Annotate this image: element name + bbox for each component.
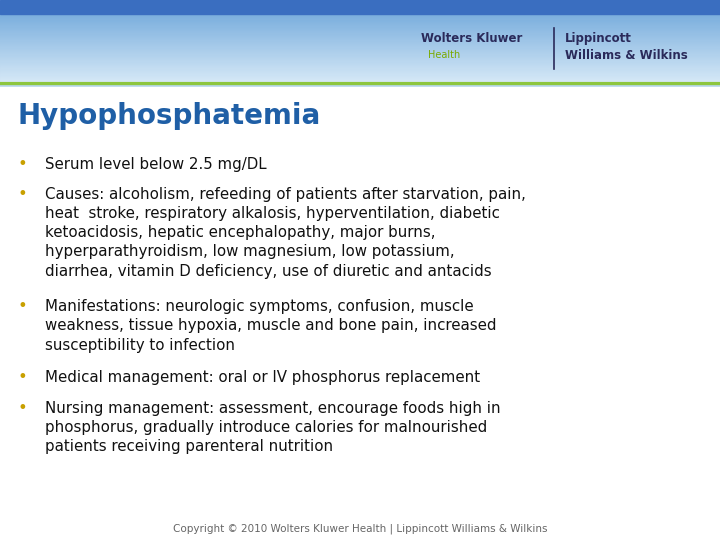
Bar — [0, 51, 720, 52]
Text: Williams & Wilkins: Williams & Wilkins — [565, 49, 688, 62]
Bar — [0, 36, 720, 37]
Bar — [0, 75, 720, 76]
Bar — [0, 30, 720, 31]
Bar — [0, 39, 720, 40]
Bar — [0, 31, 720, 32]
Bar — [0, 65, 720, 66]
Bar — [0, 82, 720, 83]
Text: Health: Health — [428, 50, 461, 60]
Bar — [0, 70, 720, 71]
Text: •: • — [18, 157, 28, 172]
Bar — [0, 23, 720, 24]
Bar — [0, 77, 720, 78]
Bar — [0, 76, 720, 77]
Text: •: • — [18, 299, 28, 314]
Text: Lippincott: Lippincott — [565, 32, 632, 45]
Bar — [0, 80, 720, 82]
Bar — [0, 24, 720, 25]
Bar — [0, 43, 720, 44]
Bar — [0, 22, 720, 23]
Text: Hypophosphatemia: Hypophosphatemia — [18, 102, 321, 130]
Bar — [0, 32, 720, 33]
Bar — [0, 38, 720, 39]
Bar — [0, 72, 720, 73]
Bar — [0, 42, 720, 43]
Text: Serum level below 2.5 mg/DL: Serum level below 2.5 mg/DL — [45, 157, 266, 172]
Bar — [0, 29, 720, 30]
Bar — [0, 37, 720, 38]
Bar — [0, 69, 720, 70]
Bar — [0, 60, 720, 62]
Bar — [0, 58, 720, 59]
Bar — [0, 71, 720, 72]
Bar — [0, 52, 720, 53]
Bar — [0, 48, 720, 49]
Bar — [0, 56, 720, 57]
Bar — [0, 15, 720, 16]
Bar — [0, 64, 720, 65]
Bar — [0, 19, 720, 21]
Bar — [0, 78, 720, 79]
Bar — [0, 50, 720, 51]
Bar — [0, 40, 720, 42]
Bar — [0, 21, 720, 22]
Text: Wolters Kluwer: Wolters Kluwer — [421, 32, 523, 45]
Bar — [0, 62, 720, 63]
Bar — [0, 66, 720, 68]
Bar — [0, 68, 720, 69]
Bar — [0, 73, 720, 75]
Bar — [0, 33, 720, 35]
Bar — [0, 16, 720, 17]
Text: Copyright © 2010 Wolters Kluwer Health | Lippincott Williams & Wilkins: Copyright © 2010 Wolters Kluwer Health |… — [173, 524, 547, 535]
Bar — [0, 44, 720, 45]
Bar — [0, 63, 720, 64]
Text: •: • — [18, 187, 28, 202]
Bar — [0, 57, 720, 58]
Text: Causes: alcoholism, refeeding of patients after starvation, pain,
heat  stroke, : Causes: alcoholism, refeeding of patient… — [45, 187, 526, 279]
Bar — [0, 45, 720, 46]
Bar — [0, 59, 720, 60]
Bar — [0, 17, 720, 18]
Text: Medical management: oral or IV phosphorus replacement: Medical management: oral or IV phosphoru… — [45, 370, 480, 386]
Bar — [0, 79, 720, 80]
Bar — [0, 0, 720, 14]
Bar — [0, 18, 720, 19]
Bar — [0, 26, 720, 28]
Bar — [0, 35, 720, 36]
Text: •: • — [18, 370, 28, 386]
Bar — [0, 46, 720, 48]
Bar — [0, 55, 720, 56]
Text: Nursing management: assessment, encourage foods high in
phosphorus, gradually in: Nursing management: assessment, encourag… — [45, 401, 500, 454]
Bar — [0, 14, 720, 15]
Text: Manifestations: neurologic symptoms, confusion, muscle
weakness, tissue hypoxia,: Manifestations: neurologic symptoms, con… — [45, 299, 496, 353]
Bar — [0, 53, 720, 55]
Text: •: • — [18, 401, 28, 416]
Bar — [0, 25, 720, 26]
Bar — [0, 28, 720, 29]
Bar — [0, 49, 720, 50]
Bar — [0, 83, 720, 84]
